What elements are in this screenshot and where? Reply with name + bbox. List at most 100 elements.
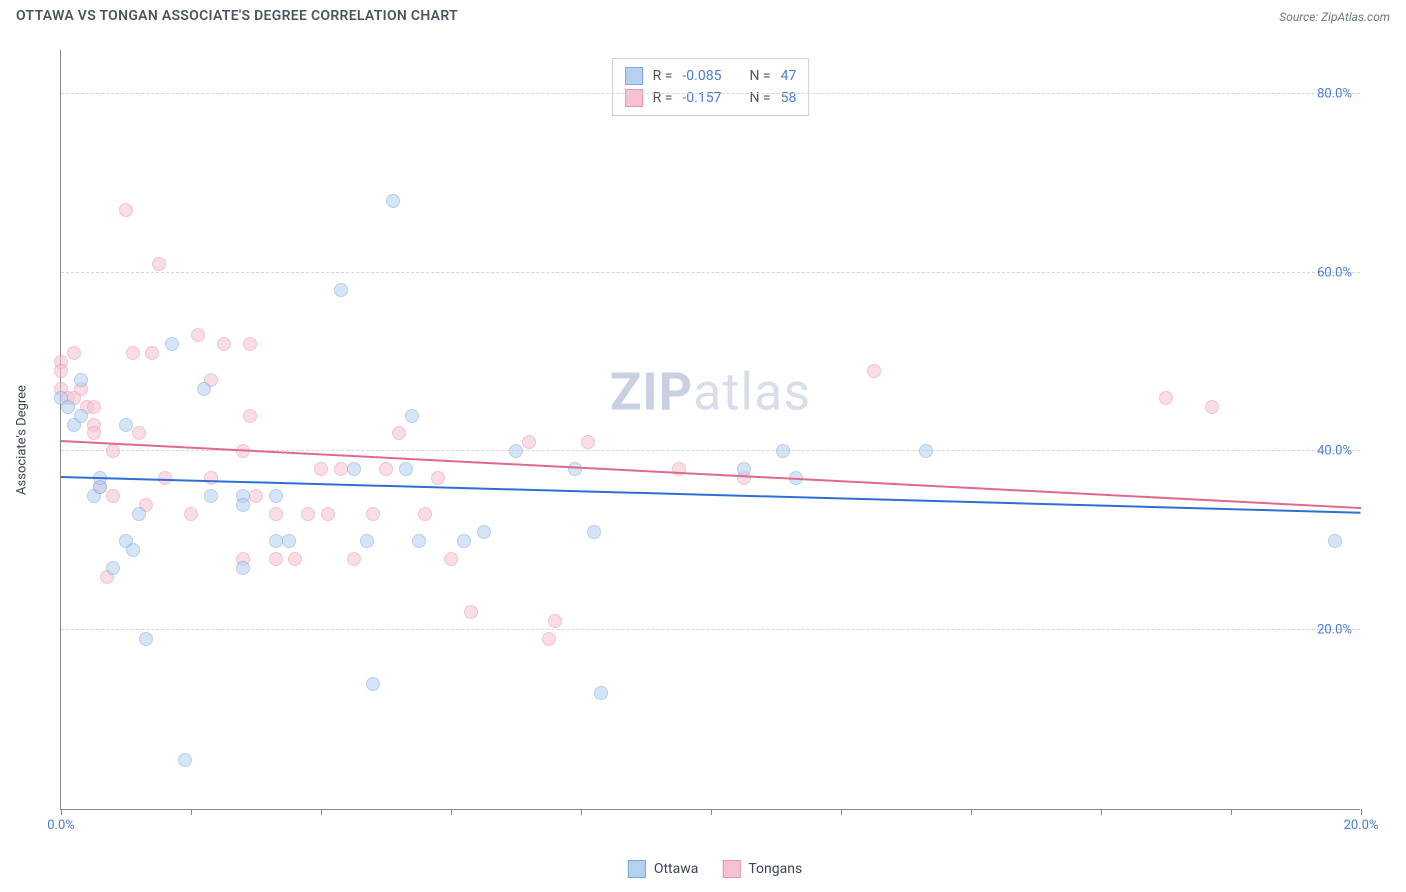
x-tick-label: 20.0% — [1344, 818, 1379, 833]
scatter-point — [197, 382, 211, 396]
scatter-point — [243, 337, 257, 351]
scatter-point — [288, 552, 302, 566]
legend-item: Tongans — [722, 860, 802, 878]
scatter-point — [119, 203, 133, 217]
x-tick — [841, 809, 842, 815]
x-tick — [1101, 809, 1102, 815]
scatter-point — [776, 444, 790, 458]
x-tick-label: 0.0% — [47, 818, 75, 833]
scatter-point — [418, 507, 432, 521]
scatter-point — [321, 507, 335, 521]
scatter-point — [386, 194, 400, 208]
scatter-point — [204, 471, 218, 485]
scatter-point — [587, 525, 601, 539]
scatter-point — [191, 328, 205, 342]
scatter-point — [366, 677, 380, 691]
chart-title: OTTAWA VS TONGAN ASSOCIATE'S DEGREE CORR… — [16, 8, 458, 24]
scatter-point — [236, 561, 250, 575]
y-axis-label: Associate's Degree — [15, 385, 30, 495]
x-tick — [711, 809, 712, 815]
gridline — [61, 272, 1360, 273]
stat-r-value: -0.085 — [682, 68, 721, 84]
scatter-point — [126, 543, 140, 557]
scatter-point — [106, 489, 120, 503]
scatter-point — [178, 753, 192, 767]
scatter-point — [61, 400, 75, 414]
scatter-point — [399, 462, 413, 476]
scatter-point — [126, 346, 140, 360]
watermark: ZIPatlas — [610, 361, 811, 422]
scatter-point — [249, 489, 263, 503]
scatter-point — [347, 462, 361, 476]
scatter-point — [1159, 391, 1173, 405]
watermark-atlas: atlas — [693, 361, 811, 422]
scatter-point — [87, 400, 101, 414]
y-tick-label: 40.0% — [1317, 444, 1352, 459]
y-tick-label: 20.0% — [1317, 623, 1352, 638]
scatter-point — [165, 337, 179, 351]
scatter-point — [243, 409, 257, 423]
gridline — [61, 93, 1360, 94]
x-tick — [971, 809, 972, 815]
x-tick — [1361, 809, 1362, 815]
scatter-point — [1205, 400, 1219, 414]
stat-r-label: R = — [653, 68, 673, 84]
y-tick-label: 60.0% — [1317, 265, 1352, 280]
scatter-point — [347, 552, 361, 566]
scatter-point — [184, 507, 198, 521]
scatter-point — [568, 462, 582, 476]
scatter-point — [269, 534, 283, 548]
plot-area: ZIPatlas R = -0.085 N = 47 R =-0.157N =58 20… — [60, 50, 1360, 810]
gridline — [61, 629, 1360, 630]
scatter-point — [67, 346, 81, 360]
scatter-point — [301, 507, 315, 521]
scatter-point — [444, 552, 458, 566]
scatter-point — [74, 373, 88, 387]
scatter-point — [106, 444, 120, 458]
scatter-point — [334, 283, 348, 297]
scatter-point — [236, 498, 250, 512]
scatter-point — [139, 632, 153, 646]
x-tick — [451, 809, 452, 815]
scatter-point — [282, 534, 296, 548]
scatter-point — [119, 418, 133, 432]
scatter-point — [594, 686, 608, 700]
scatter-point — [405, 409, 419, 423]
scatter-point — [464, 605, 478, 619]
stat-n-value: 47 — [781, 68, 797, 84]
stats-row: R = -0.085 N = 47 — [625, 65, 797, 87]
scatter-point — [204, 489, 218, 503]
scatter-point — [360, 534, 374, 548]
scatter-point — [269, 552, 283, 566]
scatter-point — [132, 507, 146, 521]
source-prefix: Source: — [1279, 10, 1321, 24]
scatter-point — [106, 561, 120, 575]
scatter-point — [145, 346, 159, 360]
scatter-point — [152, 257, 166, 271]
scatter-point — [379, 462, 393, 476]
scatter-point — [431, 471, 445, 485]
stats-legend-box: R = -0.085 N = 47 R =-0.157N =58 — [612, 58, 810, 116]
scatter-point — [54, 364, 68, 378]
scatter-point — [314, 462, 328, 476]
chart-container: Associate's Degree ZIPatlas R =-0.085N =… — [40, 40, 1390, 840]
scatter-point — [392, 426, 406, 440]
legend-swatch — [625, 89, 643, 107]
legend-label: Tongans — [748, 861, 802, 877]
scatter-point — [87, 426, 101, 440]
scatter-point — [132, 426, 146, 440]
stats-row: R =-0.157N =58 — [625, 87, 797, 109]
scatter-point — [457, 534, 471, 548]
source-name: ZipAtlas.com — [1321, 10, 1390, 24]
scatter-point — [1328, 534, 1342, 548]
scatter-point — [522, 435, 536, 449]
watermark-zip: ZIP — [610, 361, 693, 422]
chart-source: Source: ZipAtlas.com — [1279, 10, 1390, 24]
x-tick — [321, 809, 322, 815]
x-tick — [1231, 809, 1232, 815]
scatter-point — [334, 462, 348, 476]
stat-n-label: N = — [749, 68, 770, 84]
scatter-point — [269, 489, 283, 503]
legend-bottom: OttawaTongans — [628, 860, 802, 878]
chart-header: OTTAWA VS TONGAN ASSOCIATE'S DEGREE CORR… — [0, 0, 1406, 28]
